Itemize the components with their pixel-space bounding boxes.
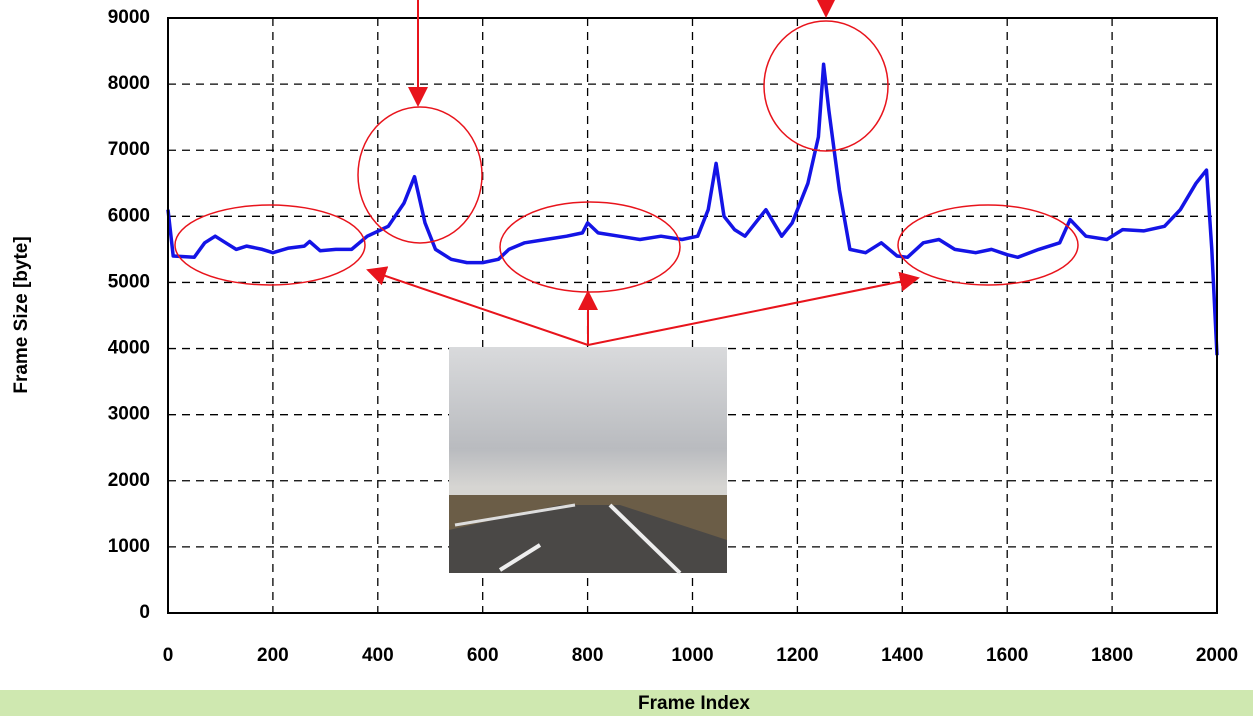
plot (166, 62, 1219, 356)
photo-field (449, 495, 727, 540)
y-tick-label: 4000 (108, 338, 150, 359)
arrow (366, 266, 589, 346)
x-tick-label: 400 (362, 645, 394, 666)
y-tick-label: 7000 (108, 139, 150, 160)
y-tick-label: 3000 (108, 404, 150, 425)
x-tick-label: 1200 (776, 645, 818, 666)
highlight-ellipse (897, 204, 1079, 286)
inset-photo (449, 347, 727, 575)
y-tick-label: 6000 (108, 205, 150, 226)
arrow (587, 271, 920, 346)
photo-lane (454, 503, 576, 527)
y-tick-label: 1000 (108, 536, 150, 557)
x-tick-label: 1800 (1091, 645, 1133, 666)
footer-band (0, 690, 1253, 716)
highlight-ellipse (174, 204, 366, 286)
photo-lane (608, 503, 682, 575)
x-tick-label: 200 (257, 645, 289, 666)
x-axis-label: Frame Index (638, 693, 750, 714)
x-tick-label: 0 (163, 645, 174, 666)
y-tick-label: 8000 (108, 73, 150, 94)
x-tick-label: 1000 (671, 645, 713, 666)
y-axis-label: Frame Size [byte] (11, 236, 32, 393)
annotations (174, 0, 1079, 346)
background (0, 0, 1253, 690)
y-tick-label: 9000 (108, 7, 150, 28)
y-tick-label: 5000 (108, 271, 150, 292)
x-tick-label: 1400 (881, 645, 923, 666)
highlight-ellipse (357, 106, 483, 244)
x-tick-label: 1600 (986, 645, 1028, 666)
y-tick-label: 0 (139, 602, 150, 623)
x-tick-label: 600 (467, 645, 499, 666)
x-tick-label: 800 (572, 645, 604, 666)
plot-frame (167, 17, 1218, 614)
photo-lane (498, 543, 542, 572)
highlight-ellipse (763, 20, 889, 152)
data-line (166, 62, 1219, 356)
x-tick-label: 2000 (1196, 645, 1238, 666)
y-tick-label: 2000 (108, 470, 150, 491)
